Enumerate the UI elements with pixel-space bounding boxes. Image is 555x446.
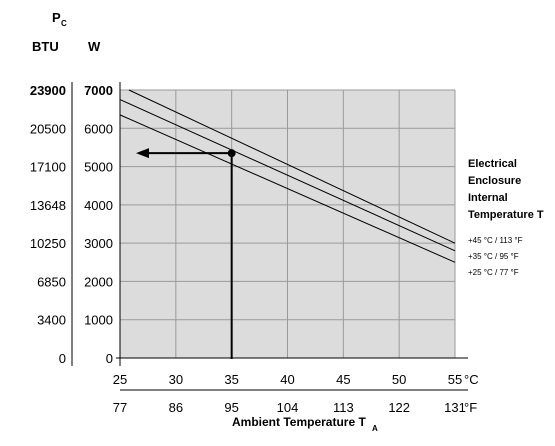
y-tick-label-w: 7000: [84, 83, 113, 98]
x-tick-label-c: 30: [169, 372, 183, 387]
legend-title-4: Temperature T: [468, 209, 544, 221]
x-unit-f: °F: [464, 400, 477, 415]
y-tick-label-w: 3000: [84, 236, 113, 251]
annotation: [136, 148, 236, 359]
series-line-2: [119, 114, 456, 263]
x-axis-title-subscript: A: [372, 424, 378, 433]
annotation-point: [227, 149, 236, 158]
legend-title-2: Enclosure: [468, 175, 521, 187]
legend-item-45: +45 °C / 113 °F: [468, 236, 523, 245]
x-tick-label-c: 40: [280, 372, 294, 387]
annotation-arrowhead: [136, 148, 149, 159]
y-tick-label-w: 1000: [84, 313, 113, 328]
x-tick-label-c: 50: [392, 372, 406, 387]
x-axis-title: Ambient Temperature T: [232, 415, 366, 429]
y-tick-label-btu: 17100: [30, 160, 66, 175]
series-line-1: [119, 99, 456, 252]
ticks: 7000239006000205005000171004000136483000…: [30, 82, 479, 415]
x-tick-label-f: 113: [333, 400, 354, 415]
y-tick-label-btu: 0: [59, 351, 66, 366]
y-tick-label-btu: 6850: [37, 274, 66, 289]
y-unit-w: W: [88, 39, 101, 54]
y-tick-label-btu: 3400: [37, 313, 66, 328]
series-group: [119, 89, 456, 263]
y-tick-label-btu: 13648: [30, 198, 66, 213]
legend-title-1: Electrical: [468, 158, 517, 170]
y-header-symbol: P: [52, 10, 61, 25]
y-unit-btu: BTU: [32, 39, 59, 54]
x-tick-label-f: 95: [224, 400, 238, 415]
x-tick-label-c: 25: [113, 372, 127, 387]
x-tick-label-f: 86: [169, 400, 183, 415]
x-tick-label-f: 104: [277, 400, 299, 415]
x-tick-label-c: 45: [336, 372, 350, 387]
x-tick-label-f: 77: [113, 400, 127, 415]
x-unit-c: °C: [464, 372, 479, 387]
x-tick-label-f: 122: [388, 400, 410, 415]
y-header-subscript: C: [61, 19, 67, 28]
legend-item-25: +25 °C / 77 °F: [468, 268, 519, 277]
y-tick-label-w: 0: [106, 351, 113, 366]
legend-item-35: +35 °C / 95 °F: [468, 252, 519, 261]
y-tick-label-w: 5000: [84, 160, 113, 175]
y-tick-label-w: 2000: [84, 274, 113, 289]
y-tick-label-btu: 20500: [30, 121, 66, 136]
series-line-0: [128, 89, 456, 244]
x-tick-label-f: 131: [444, 400, 466, 415]
y-tick-label-btu: 10250: [30, 236, 66, 251]
y-tick-label-w: 4000: [84, 198, 113, 213]
y-tick-label-btu: 23900: [30, 83, 66, 98]
legend-title-3: Internal: [468, 192, 508, 204]
x-tick-label-c: 55: [448, 372, 462, 387]
x-tick-label-c: 35: [224, 372, 238, 387]
y-tick-label-w: 6000: [84, 121, 113, 136]
